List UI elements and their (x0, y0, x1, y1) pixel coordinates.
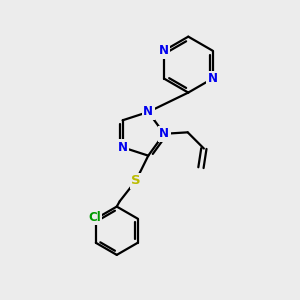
Text: N: N (159, 44, 169, 57)
Text: N: N (159, 127, 169, 140)
Text: Cl: Cl (88, 211, 101, 224)
Text: N: N (118, 141, 128, 154)
Text: N: N (208, 72, 218, 85)
Text: N: N (143, 106, 153, 118)
Text: S: S (131, 174, 141, 187)
